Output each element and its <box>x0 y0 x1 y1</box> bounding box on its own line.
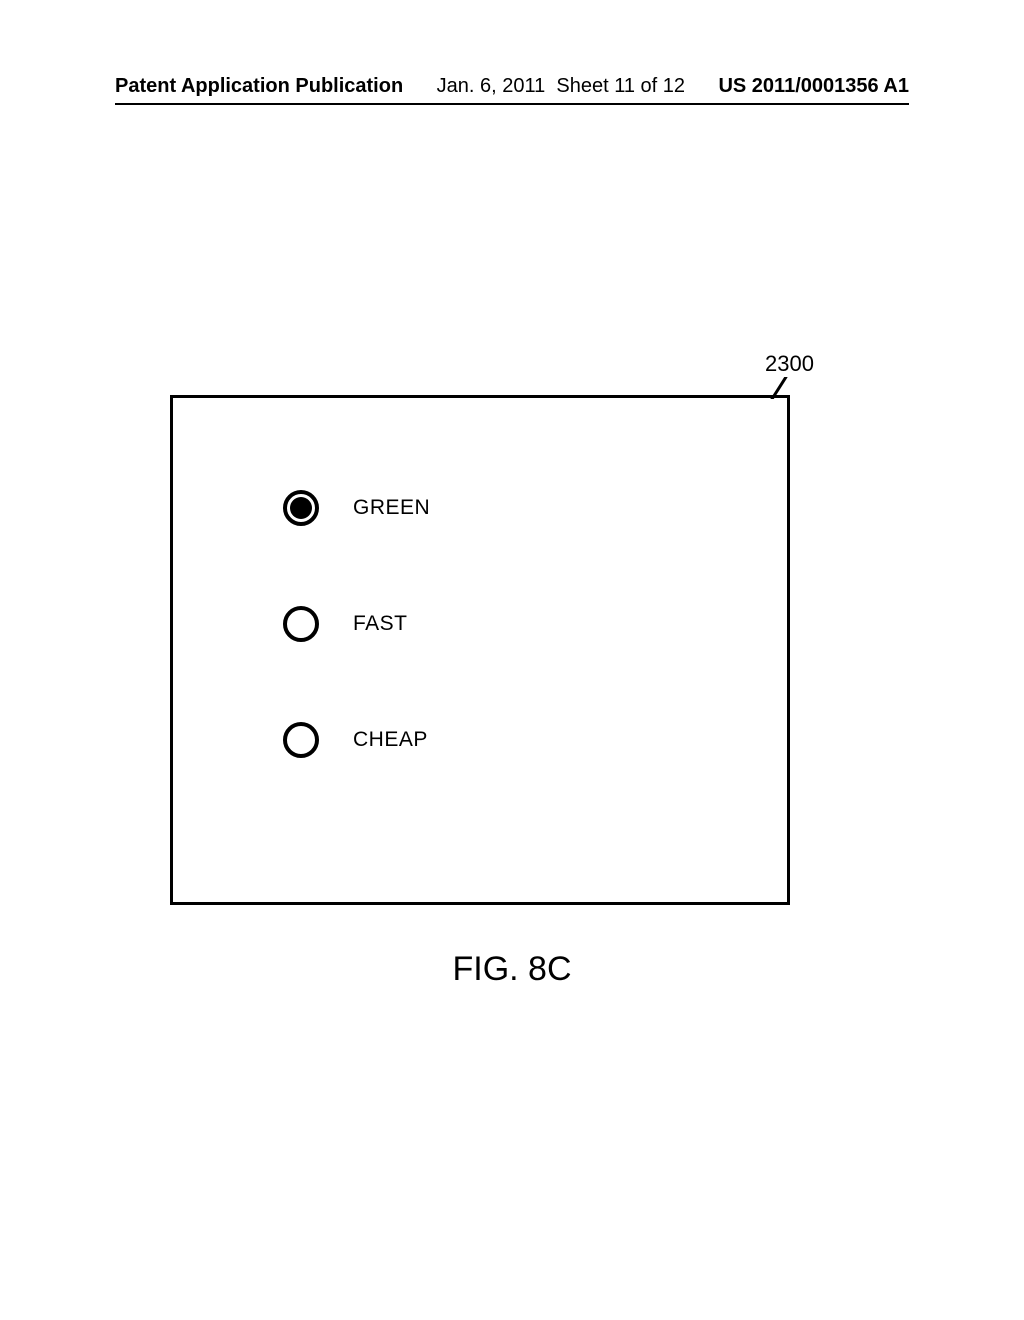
figure-caption: FIG. 8C <box>0 950 1024 989</box>
radio-icon <box>283 722 319 758</box>
option-label: GREEN <box>353 496 430 520</box>
radio-selected-dot-icon <box>290 497 312 519</box>
header-publication-label: Patent Application Publication <box>115 75 403 98</box>
radio-icon <box>283 606 319 642</box>
figure-container: 2300 GREEN FAST CHEAP <box>170 395 790 905</box>
selection-panel: GREEN FAST CHEAP <box>170 395 790 905</box>
option-fast[interactable]: FAST <box>283 606 430 642</box>
header-pubno: US 2011/0001356 A1 <box>718 75 909 98</box>
page-header: Patent Application Publication Jan. 6, 2… <box>115 75 909 98</box>
header-date: Jan. 6, 2011 <box>437 75 546 97</box>
header-date-sheet: Jan. 6, 2011 Sheet 11 of 12 <box>437 75 685 98</box>
header-rule <box>115 103 909 105</box>
header-sheet: Sheet 11 of 12 <box>556 75 685 97</box>
option-cheap[interactable]: CHEAP <box>283 722 430 758</box>
reference-number: 2300 <box>765 351 814 377</box>
page: Patent Application Publication Jan. 6, 2… <box>0 0 1024 1320</box>
option-label: FAST <box>353 612 408 636</box>
option-label: CHEAP <box>353 728 428 752</box>
option-green[interactable]: GREEN <box>283 490 430 526</box>
radio-icon <box>283 490 319 526</box>
options-group: GREEN FAST CHEAP <box>283 490 430 838</box>
